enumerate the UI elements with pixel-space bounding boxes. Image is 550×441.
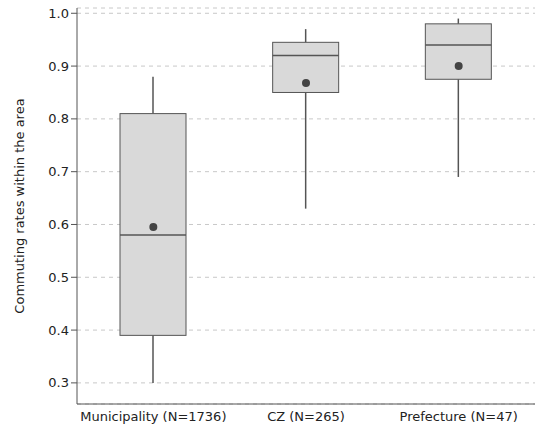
svg-text:0.3: 0.3 bbox=[48, 375, 69, 390]
svg-text:0.8: 0.8 bbox=[48, 111, 69, 126]
svg-text:CZ (N=265): CZ (N=265) bbox=[267, 409, 345, 424]
svg-text:0.7: 0.7 bbox=[48, 164, 69, 179]
svg-text:Commuting rates within the are: Commuting rates within the area bbox=[12, 98, 27, 313]
svg-text:0.9: 0.9 bbox=[48, 59, 69, 74]
svg-text:Prefecture (N=47): Prefecture (N=47) bbox=[400, 409, 518, 424]
svg-text:1.0: 1.0 bbox=[48, 6, 69, 21]
svg-text:0.6: 0.6 bbox=[48, 217, 69, 232]
svg-text:Municipality (N=1736): Municipality (N=1736) bbox=[80, 409, 226, 424]
svg-text:0.4: 0.4 bbox=[48, 323, 69, 338]
svg-text:0.5: 0.5 bbox=[48, 270, 69, 285]
